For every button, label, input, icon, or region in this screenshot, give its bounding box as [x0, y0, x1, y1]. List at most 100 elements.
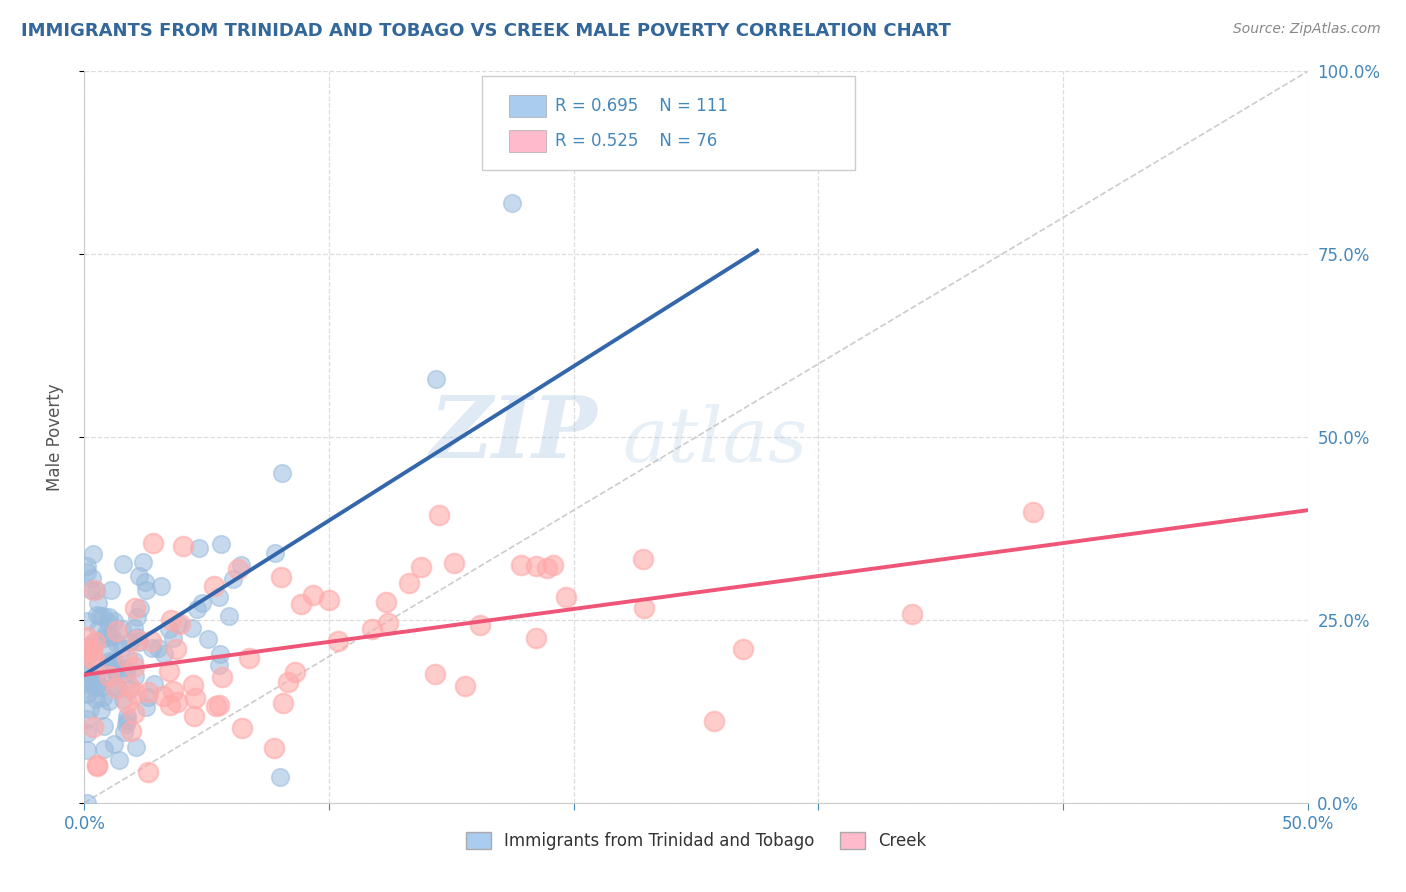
Point	[115, 696, 138, 710]
Point	[901, 607, 924, 621]
Point	[98, 694, 121, 708]
Point	[326, 634, 349, 648]
Point	[186, 602, 208, 616]
Point	[157, 622, 180, 636]
Point	[209, 647, 232, 661]
Point	[124, 669, 146, 683]
Point	[181, 621, 204, 635]
Point	[238, 651, 260, 665]
Point	[76, 565, 98, 579]
Point	[731, 641, 754, 656]
Point	[277, 674, 299, 689]
FancyBboxPatch shape	[509, 130, 546, 152]
Point	[80, 643, 103, 657]
Point	[104, 681, 127, 695]
Point	[270, 570, 292, 584]
Point	[187, 541, 209, 555]
Point	[100, 582, 122, 597]
Point	[79, 665, 101, 680]
Point	[191, 596, 214, 610]
Point	[524, 632, 547, 646]
Point	[77, 642, 100, 657]
Point	[93, 742, 115, 756]
Point	[125, 633, 148, 648]
Point	[76, 743, 98, 757]
Point	[82, 548, 104, 562]
Point	[82, 720, 104, 734]
Point	[110, 622, 132, 636]
Point	[139, 634, 162, 648]
Point	[105, 636, 128, 650]
Point	[77, 648, 100, 662]
Point	[76, 686, 98, 700]
Point	[409, 560, 432, 574]
Point	[124, 601, 146, 615]
Point	[208, 591, 231, 605]
Point	[208, 698, 231, 712]
Point	[97, 609, 120, 624]
Text: atlas: atlas	[623, 404, 808, 478]
Point	[125, 685, 148, 699]
Point	[112, 558, 135, 572]
Point	[107, 667, 129, 681]
Point	[1022, 505, 1045, 519]
Point	[112, 725, 135, 739]
Point	[374, 595, 396, 609]
Point	[209, 537, 232, 551]
Point	[86, 607, 108, 622]
Point	[122, 654, 145, 668]
Point	[165, 641, 187, 656]
Point	[76, 614, 98, 628]
Point	[226, 562, 249, 576]
Point	[115, 717, 138, 731]
Point	[83, 635, 105, 649]
Point	[80, 583, 103, 598]
Point	[541, 558, 564, 572]
Point	[146, 641, 169, 656]
Point	[91, 690, 114, 704]
Point	[183, 709, 205, 723]
Point	[135, 583, 157, 598]
Point	[162, 631, 184, 645]
Point	[132, 555, 155, 569]
Point	[98, 669, 121, 683]
Point	[318, 592, 340, 607]
Point	[80, 651, 103, 665]
Point	[208, 658, 231, 673]
Point	[181, 678, 204, 692]
Point	[301, 588, 323, 602]
Point	[97, 641, 120, 656]
Legend: Immigrants from Trinidad and Tobago, Creek: Immigrants from Trinidad and Tobago, Cre…	[460, 825, 932, 856]
Point	[103, 679, 125, 693]
Point	[152, 690, 174, 704]
Point	[97, 654, 120, 668]
Point	[86, 691, 108, 706]
Point	[80, 676, 103, 690]
Point	[103, 663, 125, 677]
Text: Source: ZipAtlas.com: Source: ZipAtlas.com	[1233, 22, 1381, 37]
Point	[271, 697, 294, 711]
Point	[423, 667, 446, 681]
Point	[162, 683, 184, 698]
Point	[633, 600, 655, 615]
Point	[101, 630, 124, 644]
FancyBboxPatch shape	[509, 95, 546, 117]
Point	[427, 508, 450, 523]
Point	[218, 609, 240, 624]
Point	[118, 681, 141, 696]
Point	[94, 626, 117, 640]
Point	[197, 632, 219, 647]
Point	[93, 719, 115, 733]
Point	[138, 690, 160, 705]
Point	[231, 721, 253, 735]
Point	[94, 657, 117, 672]
Point	[122, 621, 145, 635]
Point	[555, 590, 578, 604]
Point	[502, 196, 524, 211]
Point	[125, 630, 148, 644]
Point	[398, 576, 420, 591]
Point	[135, 699, 157, 714]
Point	[122, 706, 145, 721]
Point	[105, 624, 128, 639]
Point	[120, 723, 142, 738]
